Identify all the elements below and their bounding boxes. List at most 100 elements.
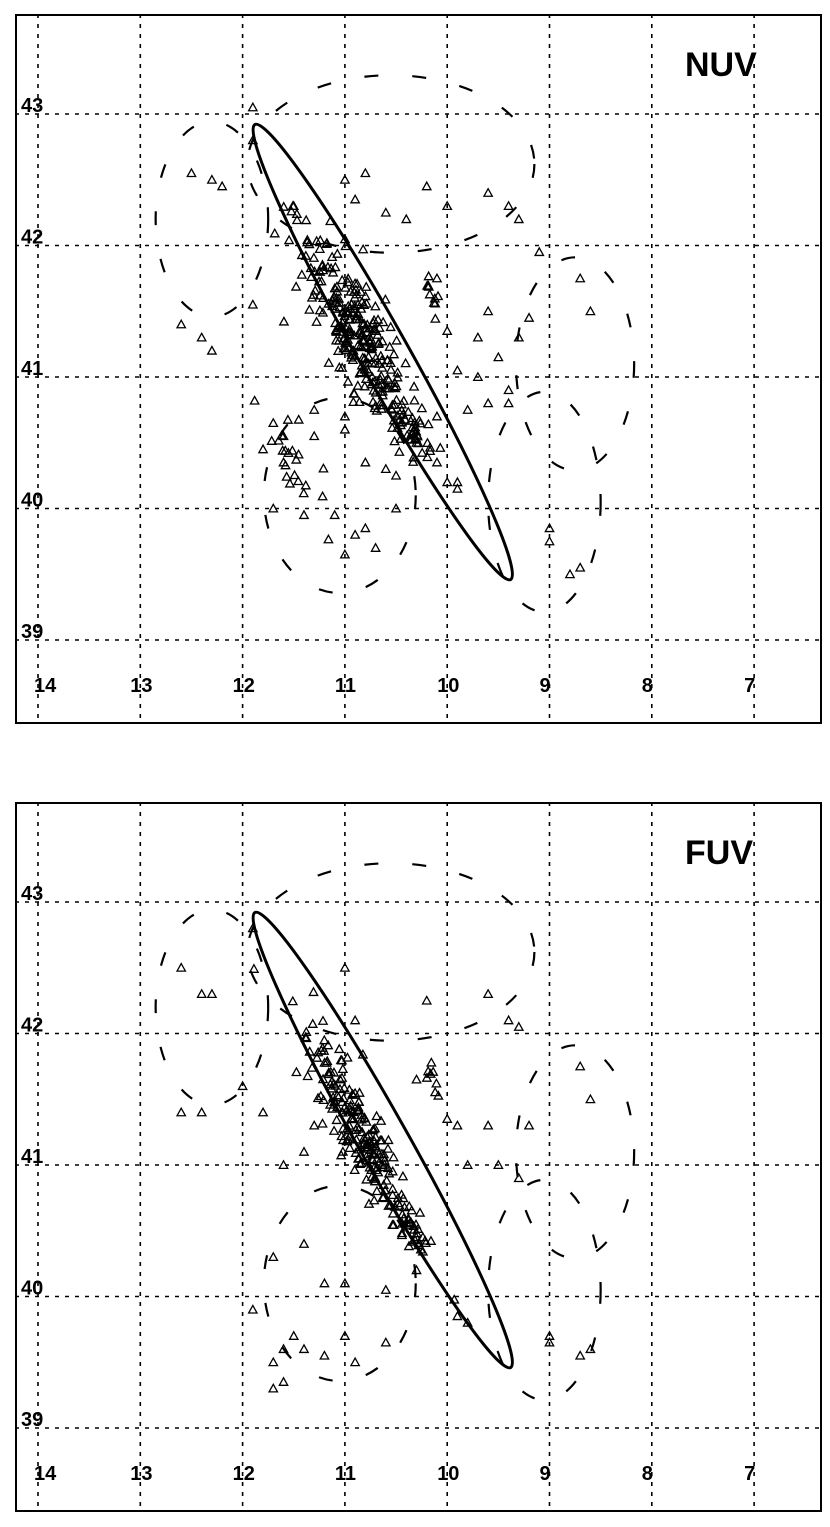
data-point — [379, 1155, 390, 1165]
data-point — [403, 1240, 415, 1251]
data-point — [311, 1052, 323, 1062]
data-point — [247, 134, 259, 145]
data-point — [278, 316, 290, 326]
data-point — [349, 278, 361, 288]
data-point — [337, 1107, 349, 1117]
data-point — [378, 1179, 390, 1189]
data-point — [175, 1106, 187, 1117]
data-point — [426, 1057, 437, 1067]
band-label: NUV — [685, 46, 757, 84]
data-point — [385, 364, 397, 374]
y-tick-label: 39 — [21, 1409, 43, 1431]
data-point — [349, 300, 361, 311]
data-point — [382, 354, 393, 365]
data-point — [342, 306, 353, 317]
data-point — [343, 328, 354, 339]
data-point — [366, 371, 378, 382]
data-point — [585, 1343, 596, 1354]
field-outline — [246, 74, 536, 254]
data-point — [503, 1014, 514, 1025]
data-point — [357, 1049, 369, 1059]
data-point — [326, 1083, 337, 1093]
data-point — [339, 548, 351, 559]
x-tick-label: 11 — [335, 675, 356, 697]
data-point — [431, 456, 443, 467]
data-point — [387, 1208, 399, 1218]
data-point — [388, 1151, 399, 1162]
data-point — [308, 404, 320, 414]
data-point — [423, 418, 434, 429]
data-point — [375, 396, 387, 407]
data-point — [503, 200, 514, 211]
data-point — [359, 380, 371, 391]
data-point — [247, 101, 259, 112]
data-point — [493, 1159, 504, 1170]
data-point — [452, 483, 463, 493]
data-point — [311, 316, 322, 326]
y-tick-label: 41 — [21, 358, 43, 380]
data-point — [328, 1096, 340, 1107]
data-point — [423, 281, 434, 291]
galaxy-ellipse — [251, 122, 514, 582]
data-point — [392, 422, 403, 432]
data-point — [388, 1219, 399, 1229]
data-point — [523, 312, 535, 322]
data-point — [333, 1043, 345, 1054]
data-point — [367, 1124, 378, 1135]
data-point — [385, 1199, 397, 1209]
data-point — [354, 1087, 365, 1097]
data-point — [314, 243, 326, 254]
y-tick-label: 43 — [21, 95, 43, 117]
data-point — [360, 281, 372, 291]
data-point — [351, 1134, 362, 1144]
data-point — [408, 426, 420, 436]
data-point — [574, 562, 586, 572]
data-point — [406, 1204, 418, 1215]
data-point — [392, 367, 403, 377]
data-point — [278, 1376, 289, 1386]
data-point — [334, 1083, 346, 1094]
data-point — [353, 1101, 364, 1112]
data-point — [373, 337, 385, 347]
data-point — [373, 358, 385, 368]
data-point — [430, 313, 441, 323]
data-point — [409, 394, 420, 405]
data-point — [329, 509, 340, 520]
data-point — [357, 243, 369, 254]
data-point — [429, 292, 441, 303]
data-point — [564, 568, 576, 579]
field-outline — [487, 390, 602, 614]
data-point — [298, 1146, 310, 1156]
data-point — [350, 1124, 362, 1135]
data-point — [314, 266, 326, 276]
data-point — [360, 373, 372, 383]
data-point — [317, 490, 328, 501]
data-point — [441, 1113, 453, 1123]
data-point — [298, 1238, 310, 1248]
data-point — [336, 1072, 348, 1082]
data-point — [429, 1086, 441, 1097]
data-point — [361, 1131, 373, 1141]
data-point — [482, 397, 494, 408]
data-point — [206, 988, 218, 999]
data-point — [339, 962, 351, 972]
data-point — [585, 1093, 596, 1104]
data-point — [354, 325, 366, 335]
data-point — [338, 342, 349, 353]
data-point — [370, 542, 381, 552]
data-point — [382, 373, 394, 383]
data-point — [544, 1330, 555, 1340]
x-tick-label: 9 — [540, 675, 551, 697]
data-point — [323, 298, 334, 308]
data-point — [361, 1154, 373, 1165]
data-point — [356, 1113, 367, 1124]
data-point — [332, 248, 343, 258]
data-point — [306, 271, 317, 282]
data-point — [267, 502, 279, 513]
x-tick-label: 13 — [130, 675, 152, 697]
data-point — [409, 416, 421, 427]
data-point — [408, 1220, 419, 1231]
data-point — [370, 387, 382, 397]
data-point — [349, 1164, 360, 1175]
data-point — [394, 446, 405, 456]
